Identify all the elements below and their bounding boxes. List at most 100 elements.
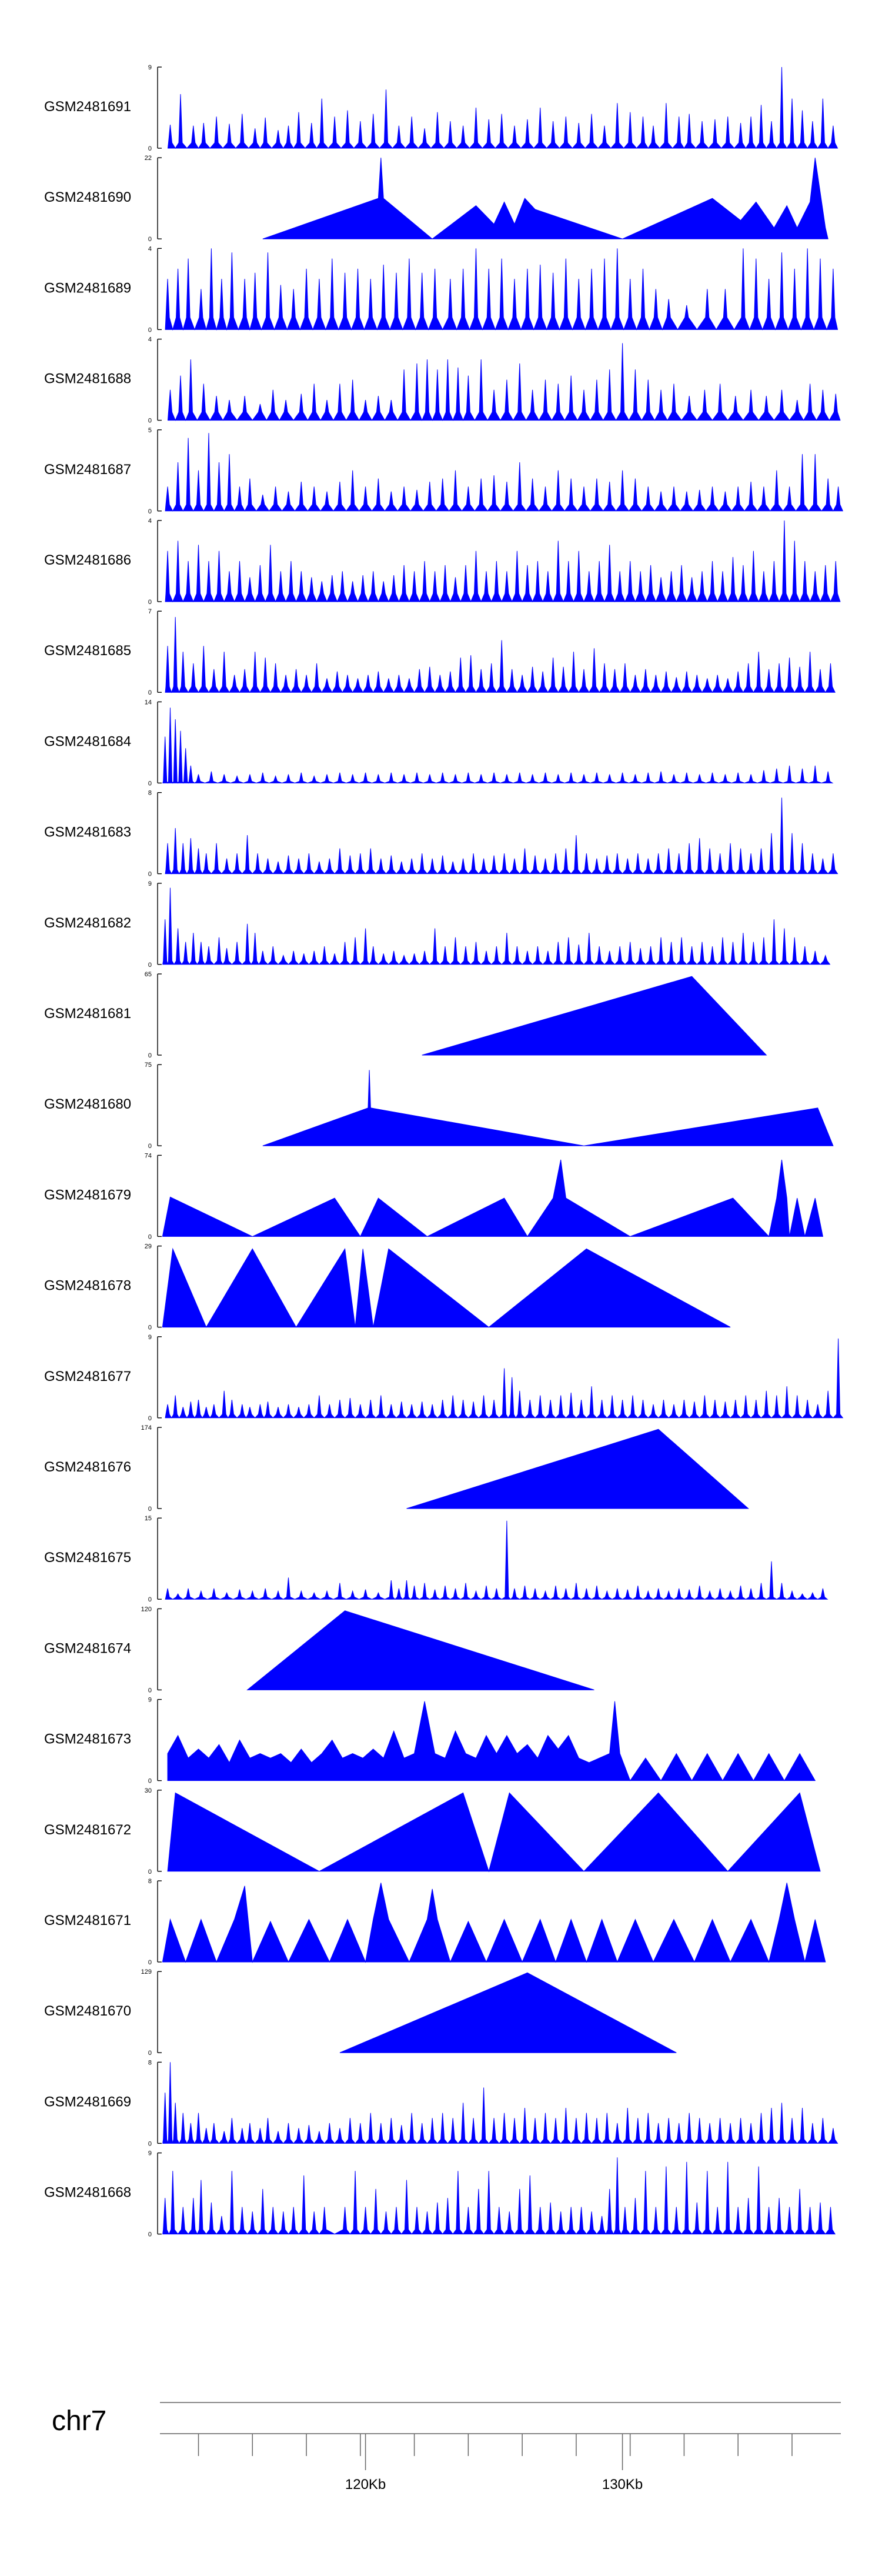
- y-min-label: 0: [148, 1324, 152, 1332]
- track-label: GSM2481668: [44, 2185, 131, 2201]
- track-label: GSM2481691: [44, 99, 131, 115]
- track-GSM2481680: GSM2481680 75 0: [44, 1062, 834, 1150]
- coverage-area: [162, 1247, 731, 1328]
- y-min-label: 0: [148, 2231, 152, 2238]
- coverage-area: [165, 520, 841, 603]
- y-max-label: 5: [148, 427, 152, 434]
- track-GSM2481688: GSM2481688 4 0: [44, 336, 841, 425]
- track-GSM2481668: GSM2481668 9 0: [44, 2150, 836, 2238]
- y-max-label: 9: [148, 64, 152, 71]
- chromosome-label: chr7: [52, 2405, 106, 2437]
- y-min-label: 0: [148, 689, 152, 696]
- coverage-area: [165, 617, 836, 693]
- coverage-area: [167, 66, 838, 149]
- track-label: GSM2481679: [44, 1187, 131, 1203]
- y-max-label: 7: [148, 608, 152, 615]
- track-label: GSM2481683: [44, 825, 131, 840]
- y-max-label: 4: [148, 336, 152, 343]
- y-max-label: 29: [145, 1243, 152, 1250]
- y-min-label: 0: [148, 1687, 152, 1694]
- y-max-label: 129: [141, 1968, 152, 1976]
- coverage-area: [167, 1701, 816, 1781]
- track-GSM2481670: GSM2481670 129 0: [44, 1968, 677, 2057]
- y-max-label: 8: [148, 1878, 152, 1885]
- track-GSM2481685: GSM2481685 7 0: [44, 608, 836, 696]
- coverage-area: [162, 708, 834, 784]
- y-max-label: 65: [145, 971, 152, 978]
- track-label: GSM2481675: [44, 1550, 131, 1566]
- track-GSM2481679: GSM2481679 74 0: [44, 1152, 824, 1240]
- track-GSM2481681: GSM2481681 65 0: [44, 971, 767, 1059]
- track-GSM2481675: GSM2481675 15 0: [44, 1515, 828, 1603]
- y-max-label: 4: [148, 245, 152, 252]
- y-min-label: 0: [148, 508, 152, 515]
- coverage-area: [165, 1520, 828, 1600]
- track-label: GSM2481670: [44, 2003, 131, 2019]
- y-max-label: 9: [148, 880, 152, 887]
- track-GSM2481677: GSM2481677 9 0: [44, 1334, 844, 1422]
- tracks-layer: GSM248169190GSM2481690220GSM248168940GSM…: [44, 64, 844, 2238]
- track-label: GSM2481677: [44, 1369, 131, 1384]
- coverage-area: [165, 248, 838, 331]
- y-min-label: 0: [148, 418, 152, 425]
- y-min-label: 0: [148, 599, 152, 606]
- track-GSM2481678: GSM2481678 29 0: [44, 1243, 731, 1332]
- y-min-label: 0: [148, 2140, 152, 2147]
- y-max-label: 9: [148, 1334, 152, 1341]
- coverage-area: [262, 1070, 834, 1146]
- track-label: GSM2481671: [44, 1913, 131, 1928]
- track-label: GSM2481689: [44, 280, 131, 296]
- track-label: GSM2481690: [44, 189, 131, 205]
- track-label: GSM2481688: [44, 371, 131, 387]
- y-min-label: 0: [148, 1506, 152, 1513]
- coverage-area: [162, 1159, 824, 1237]
- track-GSM2481673: GSM2481673 9 0: [44, 1697, 816, 1785]
- coverage-area: [165, 433, 844, 512]
- coverage-area: [162, 2157, 836, 2235]
- x-tick-label: 130Kb: [602, 2477, 643, 2492]
- x-tick-label: 120Kb: [345, 2477, 386, 2492]
- y-min-label: 0: [148, 1143, 152, 1150]
- track-GSM2481683: GSM2481683 8 0: [44, 790, 838, 878]
- coverage-area: [246, 1610, 594, 1690]
- y-max-label: 8: [148, 2059, 152, 2066]
- y-max-label: 9: [148, 2150, 152, 2157]
- track-GSM2481669: GSM2481669 8 0: [44, 2059, 838, 2147]
- y-min-label: 0: [148, 871, 152, 878]
- y-min-label: 0: [148, 1868, 152, 1876]
- track-GSM2481691: GSM2481691 9 0: [44, 64, 838, 152]
- y-min-label: 0: [148, 1778, 152, 1785]
- track-GSM2481689: GSM2481689 4 0: [44, 245, 838, 333]
- track-GSM2481676: GSM2481676 174 0: [44, 1424, 750, 1513]
- y-max-label: 120: [141, 1606, 152, 1613]
- y-min-label: 0: [148, 2050, 152, 2057]
- coverage-area: [162, 2062, 838, 2144]
- y-max-label: 15: [145, 1515, 152, 1522]
- coverage-area: [162, 887, 831, 965]
- track-GSM2481684: GSM2481684 14 0: [44, 699, 834, 787]
- track-label: GSM2481678: [44, 1278, 131, 1294]
- coverage-area: [262, 158, 828, 239]
- coverage-area: [339, 1972, 677, 2053]
- track-label: GSM2481687: [44, 462, 131, 478]
- y-max-label: 174: [141, 1424, 152, 1432]
- y-min-label: 0: [148, 1052, 152, 1059]
- coverage-area: [406, 1429, 750, 1509]
- track-GSM2481686: GSM2481686 4 0: [44, 518, 841, 606]
- track-GSM2481672: GSM2481672 30 0: [44, 1787, 821, 1876]
- y-min-label: 0: [148, 780, 152, 787]
- track-GSM2481682: GSM2481682 9 0: [44, 880, 831, 969]
- y-max-label: 75: [145, 1062, 152, 1069]
- track-label: GSM2481672: [44, 1822, 131, 1838]
- y-min-label: 0: [148, 236, 152, 243]
- track-label: GSM2481673: [44, 1731, 131, 1747]
- coverage-area: [422, 976, 767, 1056]
- track-GSM2481671: GSM2481671 8 0: [44, 1878, 826, 1966]
- y-min-label: 0: [148, 326, 152, 333]
- coverage-area: [167, 343, 841, 421]
- track-label: GSM2481686: [44, 552, 131, 568]
- track-label: GSM2481676: [44, 1459, 131, 1475]
- track-label: GSM2481680: [44, 1096, 131, 1112]
- y-max-label: 4: [148, 518, 152, 525]
